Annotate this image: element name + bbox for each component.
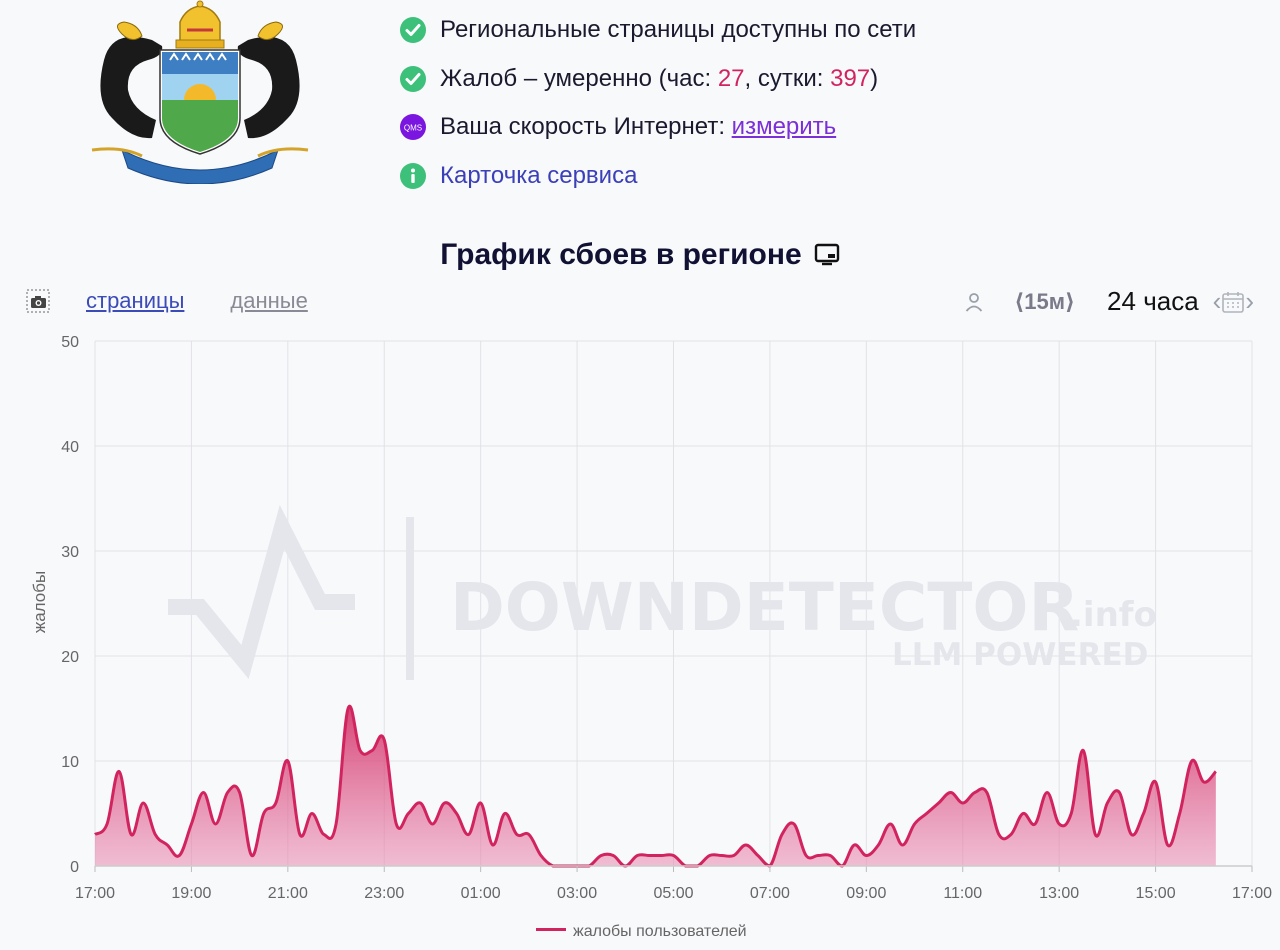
- y-tick-label: 30: [61, 544, 79, 561]
- status-pages-text: Региональные страницы доступны по сети: [440, 16, 917, 44]
- tab-data[interactable]: данные: [230, 288, 308, 313]
- next-arrow-icon[interactable]: ›: [1245, 286, 1254, 316]
- x-tick-label: 23:00: [364, 885, 404, 902]
- x-tick-label: 13:00: [1039, 885, 1079, 902]
- left-sable-figure: [100, 36, 163, 139]
- chart-toolbar-left: страницы данные: [26, 288, 308, 314]
- info-circle-icon: [399, 162, 427, 190]
- chart-axes: 0 10 20 30 40 50 17:00 19:00 21:00 23:00 01:00 03:0…: [61, 334, 1272, 902]
- complaints-suffix: ): [870, 64, 879, 92]
- status-complaints: Жалоб – умеренно (час: 27, сутки: 397): [399, 55, 916, 104]
- measure-speed-link[interactable]: измерить: [731, 113, 837, 141]
- x-tick-label: 11:00: [943, 885, 982, 902]
- complaints-mid: , сутки:: [744, 64, 831, 92]
- prev-arrow-icon[interactable]: ‹: [1212, 286, 1222, 316]
- watermark: DOWNDETECTOR .info LLM POWERED: [168, 504, 1157, 680]
- check-circle-icon: [399, 65, 427, 93]
- pulse-logo-icon: [168, 504, 355, 680]
- x-tick-label: 07:00: [750, 885, 790, 902]
- x-tick-label: 15:00: [1136, 885, 1176, 902]
- legend-swatch: [536, 928, 566, 931]
- status-speed: QMS Ваша скорость Интернет: измерить: [399, 103, 916, 152]
- interval-selector[interactable]: ⟨15м⟩: [1014, 288, 1076, 314]
- x-tick-label: 09:00: [846, 885, 886, 902]
- speed-label: Ваша скорость Интернет:: [440, 113, 732, 141]
- complaints-prefix: Жалоб – умеренно (час:: [440, 64, 718, 92]
- chart-heading: График сбоев в регионе: [440, 238, 839, 272]
- y-tick-label: 10: [61, 754, 79, 771]
- x-tick-label: 19:00: [171, 885, 211, 902]
- y-tick-label: 40: [61, 439, 79, 456]
- legend-label: жалобы пользователей: [573, 923, 747, 940]
- shield-icon: [159, 49, 241, 155]
- watermark-main: DOWNDETECTOR: [450, 569, 1079, 646]
- qms-badge-icon: QMS: [399, 113, 427, 141]
- chart-legend[interactable]: жалобы пользователей: [536, 923, 747, 940]
- watermark-suffix: .info: [1070, 595, 1157, 635]
- user-icon[interactable]: [964, 291, 984, 313]
- service-card-link[interactable]: Карточка сервиса: [440, 161, 638, 189]
- y-tick-label: 50: [61, 334, 79, 351]
- x-tick-label: 05:00: [653, 885, 693, 902]
- series-area-fill: [95, 706, 1216, 866]
- status-pages-available: Региональные страницы доступны по сети: [399, 6, 916, 55]
- series-line[interactable]: [94, 704, 1217, 868]
- y-axis-label: жалобы: [30, 571, 49, 633]
- x-tick-label: 01:00: [461, 885, 501, 902]
- screenshot-camera-icon[interactable]: [26, 289, 50, 313]
- complaints-hour-count: 27: [717, 64, 745, 92]
- time-range-label: 24 часа: [1107, 286, 1199, 316]
- monitor-icon[interactable]: [814, 243, 840, 267]
- complaints-chart: DOWNDETECTOR .info LLM POWERED 0 10 20 30 40…: [30, 334, 1272, 940]
- chart-title: График сбоев в регионе: [440, 238, 802, 271]
- x-tick-label: 03:00: [557, 885, 597, 902]
- crown-icon: [175, 0, 225, 49]
- region-emblem: [91, 0, 309, 184]
- qms-badge-text: QMS: [404, 124, 422, 133]
- status-list: Региональные страницы доступны по сети Ж…: [399, 6, 916, 200]
- y-tick-label: 20: [61, 649, 79, 666]
- motto-ribbon: [121, 148, 279, 184]
- y-tick-label: 0: [70, 859, 79, 876]
- tab-pages[interactable]: страницы: [86, 288, 185, 313]
- complaints-series: [94, 704, 1217, 868]
- x-tick-label: 17:00: [1232, 885, 1272, 902]
- chart-toolbar-right: ⟨15м⟩ 24 часа ‹ ›: [964, 286, 1254, 317]
- status-service-card: Карточка сервиса: [399, 152, 916, 201]
- watermark-sub: LLM POWERED: [892, 637, 1148, 673]
- x-tick-label: 17:00: [75, 885, 115, 902]
- right-sable-figure: [237, 36, 300, 139]
- complaints-day-count: 397: [830, 64, 871, 92]
- chart-title-container: График сбоев в регионе: [0, 238, 1280, 272]
- calendar-icon[interactable]: [1221, 290, 1245, 314]
- check-circle-icon: [399, 16, 427, 44]
- x-tick-label: 21:00: [268, 885, 308, 902]
